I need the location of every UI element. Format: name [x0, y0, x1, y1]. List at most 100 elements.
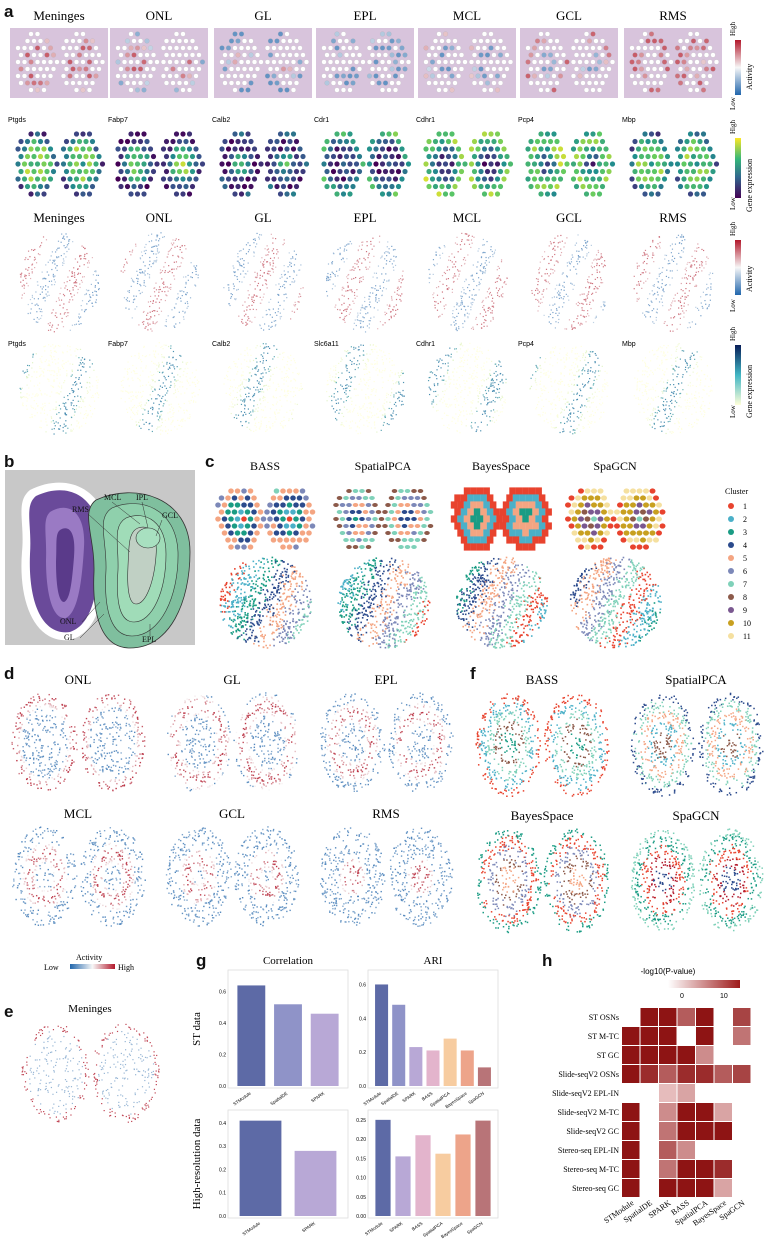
spot — [638, 38, 644, 44]
cell — [152, 250, 154, 253]
cell — [143, 345, 145, 347]
cell — [166, 295, 168, 297]
spot — [31, 52, 37, 58]
cell — [236, 260, 238, 262]
cell — [164, 377, 166, 379]
cell — [289, 261, 291, 263]
cell — [246, 360, 248, 362]
spot — [144, 38, 150, 44]
cell — [368, 320, 370, 322]
cell — [177, 403, 180, 405]
cell — [546, 273, 548, 275]
cell — [366, 353, 368, 355]
cell — [232, 398, 234, 400]
cell — [384, 258, 386, 260]
cell — [464, 259, 467, 261]
spot — [163, 183, 170, 190]
cell — [40, 373, 42, 376]
cell — [138, 324, 140, 326]
cell — [86, 262, 89, 264]
cell — [233, 396, 236, 399]
cell — [224, 377, 226, 379]
spot — [386, 176, 392, 182]
cell — [72, 363, 74, 365]
cell — [81, 425, 83, 427]
spot — [501, 73, 507, 79]
cell — [685, 282, 688, 284]
cell — [286, 370, 288, 372]
spot — [560, 168, 567, 175]
cell — [351, 361, 353, 363]
cell — [123, 264, 126, 266]
cell — [389, 361, 391, 363]
cell — [62, 360, 64, 362]
cell — [263, 367, 265, 369]
spot — [638, 153, 645, 160]
spot — [379, 146, 386, 152]
cell — [453, 321, 455, 323]
cell — [674, 300, 676, 302]
spot — [18, 52, 24, 58]
spot — [648, 45, 654, 51]
spot — [121, 59, 127, 65]
cell — [290, 364, 292, 366]
spot — [383, 52, 389, 58]
spot — [28, 146, 34, 152]
cell — [235, 298, 237, 300]
spot — [93, 176, 99, 182]
cell — [480, 256, 483, 258]
spot — [538, 73, 544, 79]
cell — [62, 237, 64, 239]
cell — [462, 259, 465, 261]
cell — [676, 263, 678, 265]
cell — [390, 315, 392, 317]
spot — [274, 183, 280, 190]
spot — [350, 80, 356, 86]
cell — [552, 272, 554, 274]
cell — [194, 284, 196, 286]
a-row3-title: ONL — [146, 210, 173, 225]
cell — [363, 379, 366, 381]
cell — [709, 294, 711, 296]
cell — [392, 380, 394, 382]
cell — [357, 414, 359, 416]
cell — [499, 278, 501, 280]
cell — [261, 377, 263, 380]
spot — [373, 146, 379, 152]
cell — [75, 377, 77, 379]
spot — [193, 146, 199, 152]
cell — [602, 301, 604, 303]
a-gene-label: Cdr1 — [314, 117, 329, 124]
cell — [668, 309, 670, 311]
cell — [234, 365, 237, 367]
cell — [587, 313, 589, 315]
cell — [291, 413, 293, 416]
cell — [483, 251, 485, 253]
cell — [669, 308, 672, 310]
spot — [664, 168, 671, 175]
cell — [132, 280, 134, 282]
cell — [583, 315, 585, 318]
spot — [366, 161, 373, 167]
cell — [589, 301, 591, 303]
cell — [578, 256, 580, 258]
spot — [442, 146, 449, 152]
cell — [244, 398, 246, 400]
cell — [262, 372, 264, 374]
cell — [182, 316, 185, 318]
cell — [39, 246, 41, 248]
cell — [472, 326, 474, 328]
cell — [549, 241, 552, 243]
spot — [475, 73, 481, 79]
cell — [455, 275, 457, 277]
cell — [482, 252, 484, 254]
cell — [67, 395, 69, 397]
spot — [507, 161, 514, 167]
cell — [294, 394, 296, 396]
cell — [550, 323, 552, 325]
cell — [566, 276, 568, 278]
spot — [189, 138, 196, 145]
cell — [707, 287, 709, 289]
cell — [262, 360, 264, 362]
spot — [459, 66, 465, 72]
